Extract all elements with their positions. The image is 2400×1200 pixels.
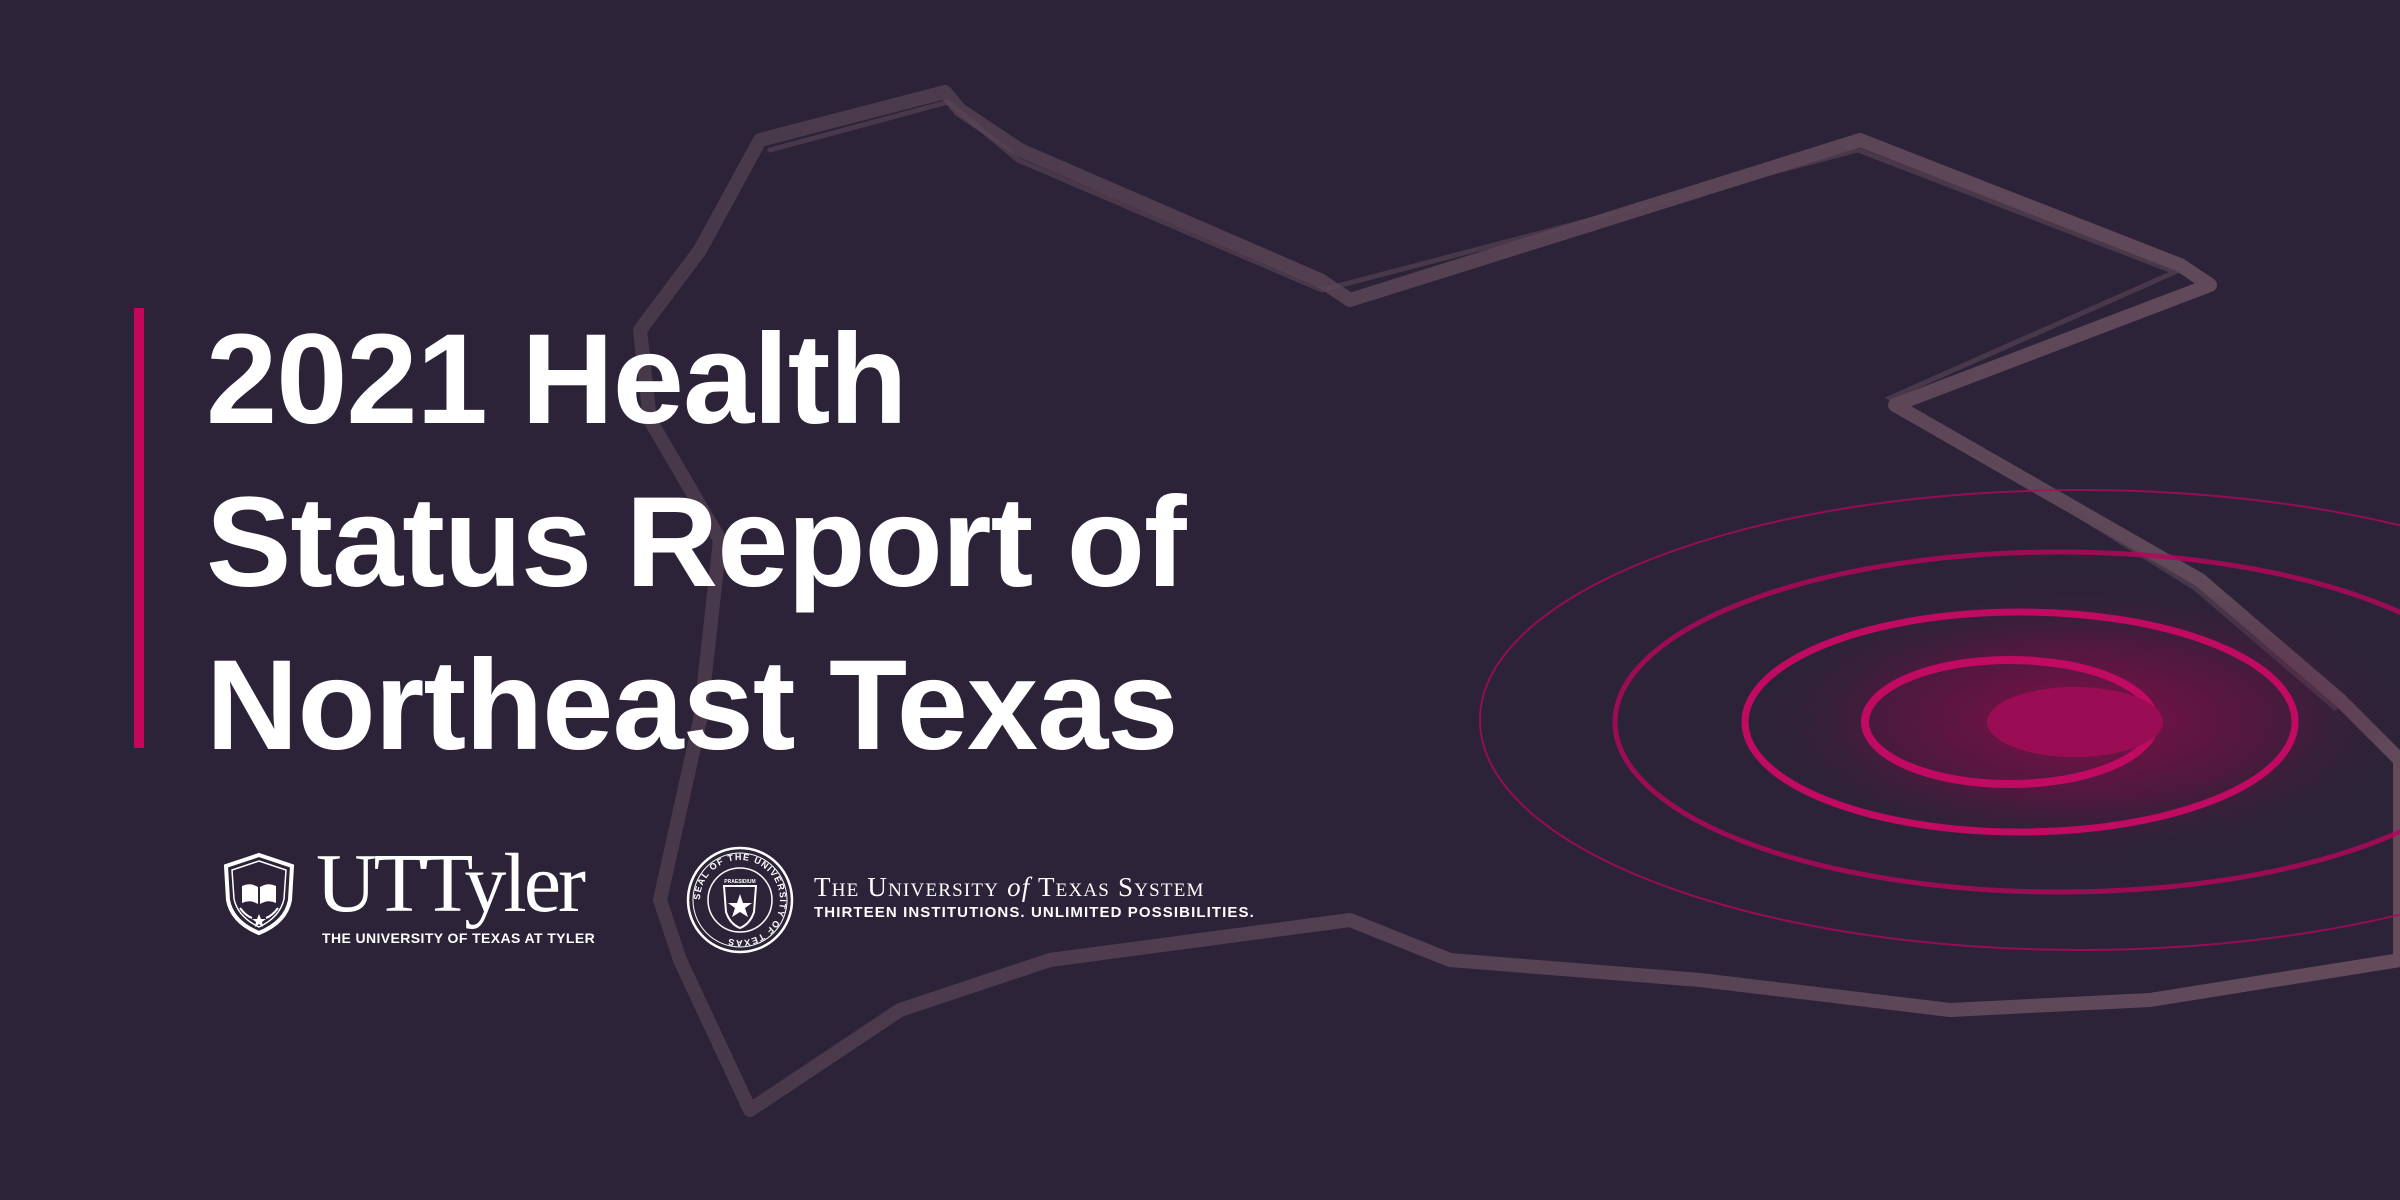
texas-outline-texture [767, 99, 2338, 711]
ut-system-name: The University of Texas System [814, 872, 1205, 902]
accent-bar [134, 308, 144, 748]
title-line-3: Northeast Texas [206, 634, 1178, 777]
concentric-rings-icon [1479, 489, 2400, 951]
title-line-1: 2021 Health [206, 308, 907, 451]
ut-system-name-part2: Texas System [1030, 872, 1205, 902]
ut-tyler-logo: UTTyler THE UNIVERSITY OF TEXAS AT TYLER [222, 842, 602, 950]
ut-system-name-of: of [1007, 872, 1031, 902]
shield-book-icon [223, 852, 295, 936]
title-line-2: Status Report of [206, 471, 1187, 614]
seal-motto: PRAESIDIUM [724, 879, 755, 885]
ut-system-logo: SEAL OF THE UNIVERSITY OF TEXAS PRAESIDI… [686, 846, 1286, 956]
university-seal-icon: SEAL OF THE UNIVERSITY OF TEXAS PRAESIDI… [686, 846, 794, 954]
ut-tyler-tagline: THE UNIVERSITY OF TEXAS AT TYLER [322, 930, 596, 946]
ut-system-tagline: THIRTEEN INSTITUTIONS. UNLIMITED POSSIBI… [814, 904, 1255, 921]
ut-tyler-wordmark: UTTyler [316, 837, 586, 930]
texas-outline-icon [633, 85, 2400, 1117]
report-title: 2021 Health Status Report of Northeast T… [206, 298, 1187, 787]
ut-system-name-part1: The University [814, 872, 1008, 902]
